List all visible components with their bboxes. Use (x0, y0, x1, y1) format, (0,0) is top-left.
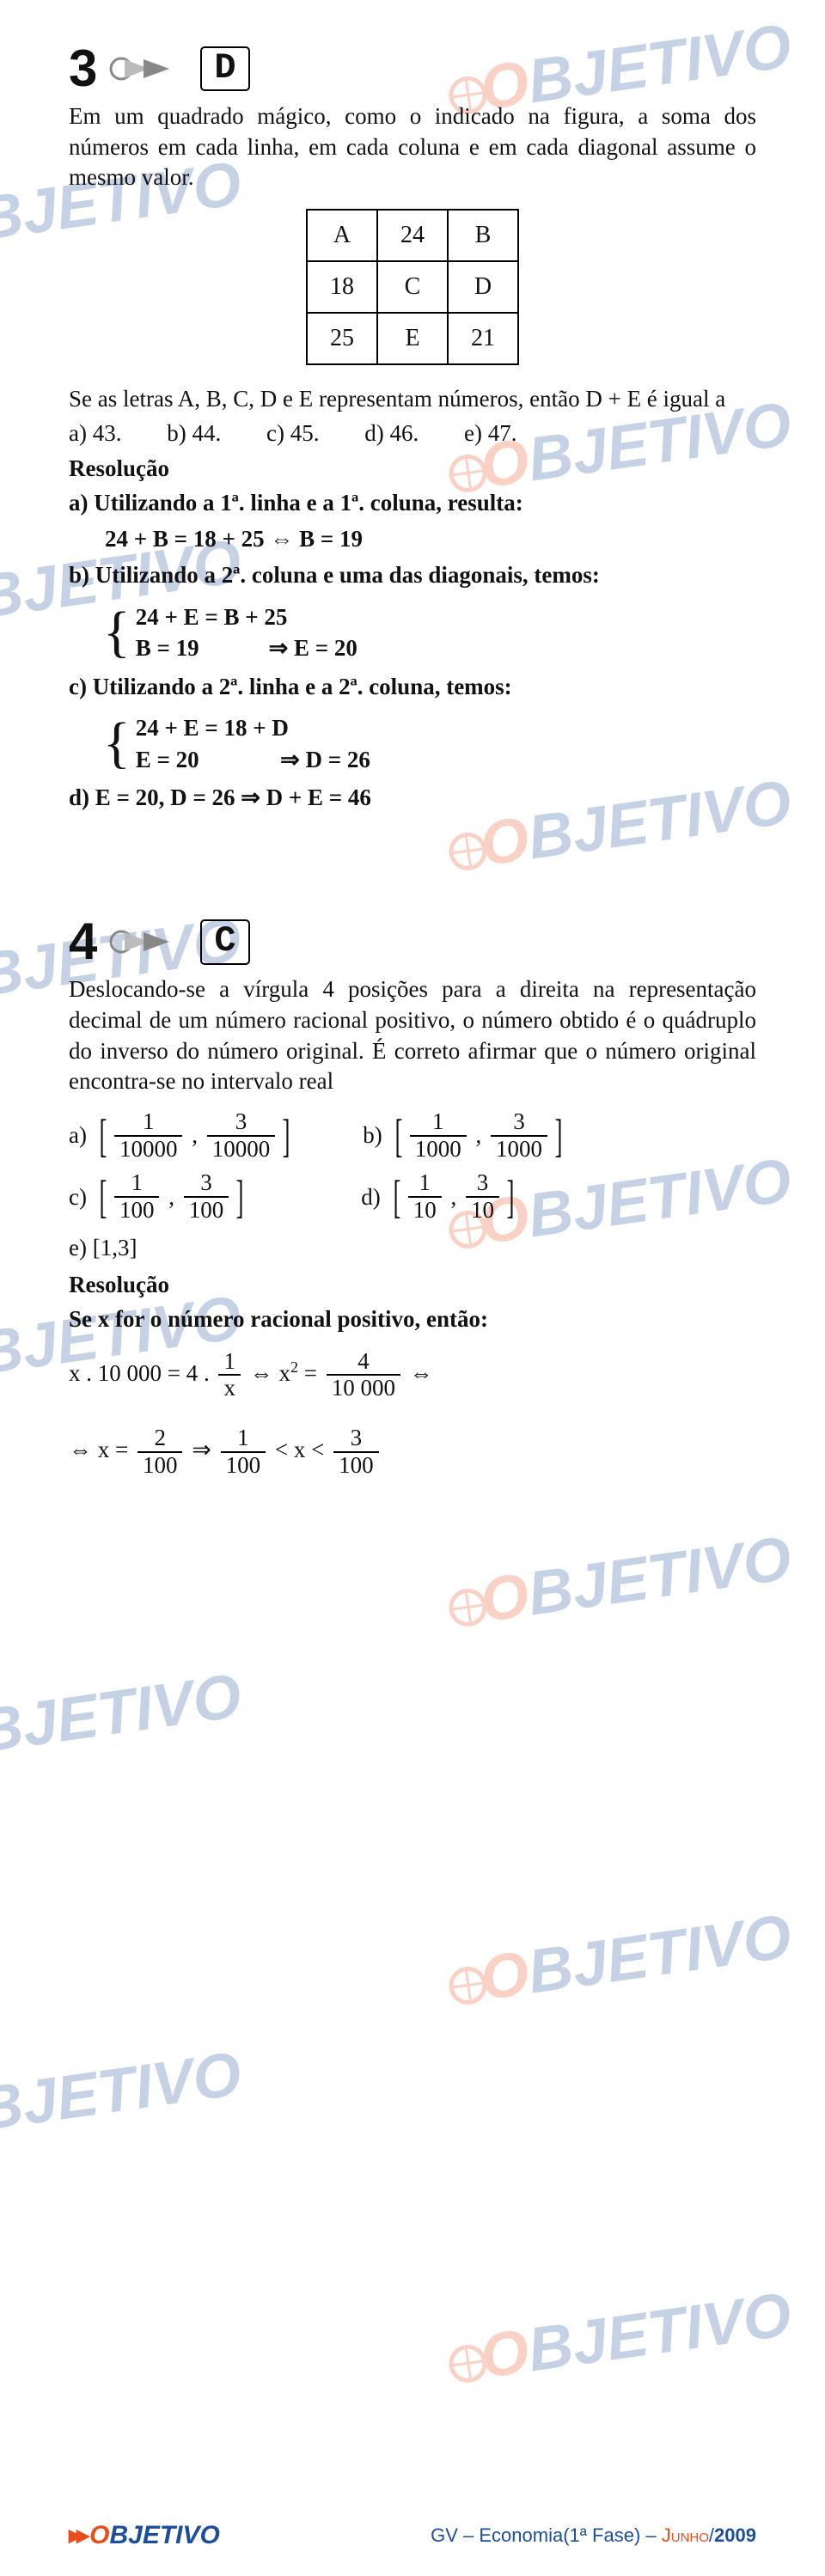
alt-e: e) 47. (464, 420, 516, 447)
question-number: 4 (69, 916, 97, 968)
alt-c: c) 45. (266, 420, 319, 447)
eq-row: E = 20 (136, 747, 199, 772)
resolution-line: c) Utilizando a 2ª. linha e a 2ª. coluna… (69, 671, 756, 702)
answer-badge: C (200, 919, 249, 964)
watermark: OBJETIVO (0, 1660, 246, 1778)
cell: 18 (307, 261, 377, 313)
alt-c: c) [ 1100 , 3100 ] (69, 1170, 248, 1223)
question-stem: Deslocando-se a vírgula 4 posições para … (69, 974, 756, 1097)
cell: E (377, 313, 448, 364)
resolution-label: Resolução (69, 1272, 756, 1298)
resolution-line: Se x for o número racional positivo, ent… (69, 1303, 756, 1334)
question-number: 3 (69, 43, 97, 95)
question-header: 3 D (69, 43, 756, 95)
arrow-icon: ▸▸ (69, 2520, 84, 2550)
cell: D (448, 261, 518, 313)
cell: C (377, 261, 448, 313)
eq-row: 24 + E = 18 + D (136, 715, 289, 741)
alt-b: b) [ 11000 , 31000 ] (363, 1109, 566, 1162)
alt-label: b) (363, 1122, 382, 1149)
cell: A (307, 210, 377, 261)
arrow-icon (109, 51, 188, 87)
alternatives: a) [ 110000 , 310000 ] b) [ 11000 , 3100… (69, 1109, 756, 1263)
arrow-icon (109, 924, 188, 960)
footer-logo: ▸▸ OBJETIVO (69, 2520, 220, 2550)
page-footer: ▸▸ OBJETIVO GV – Economia(1ª Fase) – Jun… (0, 2520, 825, 2550)
alt-label: c) (69, 1184, 87, 1211)
alt-e: e) [1,3] (69, 1232, 756, 1263)
alt-label: a) (69, 1122, 87, 1149)
resolution-line: d) E = 20, D = 26 ⇒ D + E = 46 (69, 782, 756, 813)
alt-d: d) 46. (364, 420, 419, 447)
cell: 21 (448, 313, 518, 364)
eq-row: 24 + E = B + 25 (136, 604, 288, 630)
cell: 25 (307, 313, 377, 364)
resolution-line: 24 + B = 18 + 25 ⇔ B = 19 (69, 523, 756, 554)
resolution-line: b) Utilizando a 2ª. coluna e uma das dia… (69, 559, 756, 590)
equation-line: x . 10 000 = 4 . 1x ⇔ x2 = 410 000 ⇔ (69, 1349, 756, 1401)
alt-d: d) [ 110 , 310 ] (361, 1170, 518, 1223)
watermark: OBJETIVO (0, 2038, 246, 2156)
watermark: OBJETIVO (443, 2279, 796, 2396)
cell: B (448, 210, 518, 261)
equation-line: ⇔ x = 2100 ⇒ 1100 < x < 3100 (69, 1425, 756, 1478)
equation-system: { 24 + E = 18 + D E = 20 ⇒ D = 26 (103, 712, 756, 775)
cell: 24 (377, 210, 448, 261)
eq-result: ⇒ D = 26 (280, 747, 370, 772)
watermark: OBJETIVO (443, 1901, 796, 2018)
alt-a: a) 43. (69, 420, 121, 447)
eq-row: B = 19 (136, 635, 199, 661)
equation-system: { 24 + E = B + 25 B = 19 ⇒ E = 20 (103, 601, 756, 664)
resolution-line: a) Utilizando a 1ª. linha e a 1ª. coluna… (69, 487, 756, 518)
eq-result: ⇒ E = 20 (269, 635, 358, 661)
alt-a: a) [ 110000 , 310000 ] (69, 1109, 294, 1162)
footer-right: GV – Economia(1ª Fase) – Junho/2009 (431, 2524, 756, 2547)
question-line: Se as letras A, B, C, D e E representam … (69, 384, 756, 415)
alt-label: d) (361, 1184, 381, 1211)
alternatives: a) 43. b) 44. c) 45. d) 46. e) 47. (69, 420, 756, 447)
answer-badge: D (200, 46, 249, 91)
alt-b: b) 44. (167, 420, 221, 447)
question-header: 4 C (69, 916, 756, 968)
question-stem: Em um quadrado mágico, como o indicado n… (69, 101, 756, 193)
resolution-label: Resolução (69, 455, 756, 482)
magic-square: A24B 18CD 25E21 (69, 209, 756, 365)
